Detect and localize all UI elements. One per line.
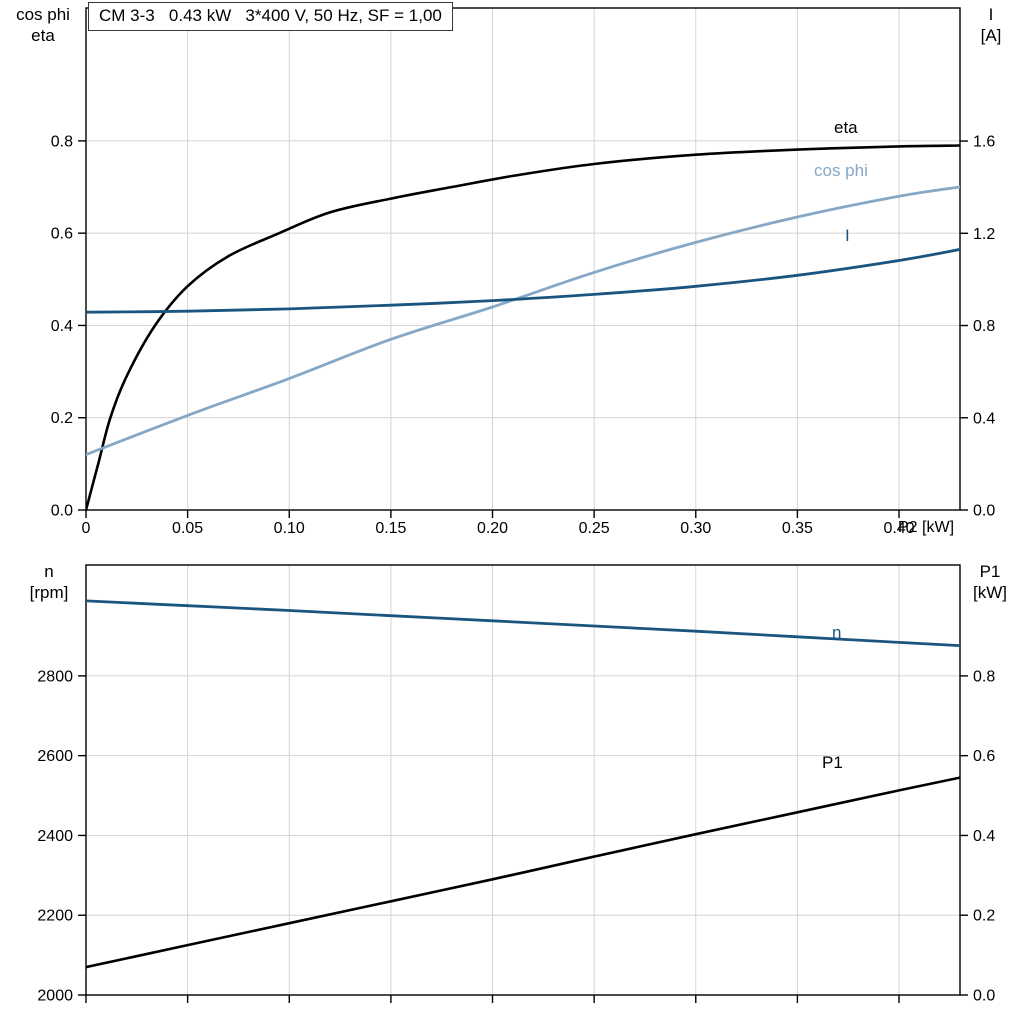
right-tick-label: 0.6 xyxy=(973,748,995,765)
curve-cos-phi xyxy=(86,185,960,456)
right-tick-label: 0.4 xyxy=(973,410,995,427)
curve-current xyxy=(86,248,960,314)
right-tick-label: 0.8 xyxy=(973,318,995,335)
left-tick-label: 0.6 xyxy=(51,226,73,243)
x-tick-label: 0.35 xyxy=(782,520,813,537)
curve-label-cos-phi: cos phi xyxy=(814,161,868,180)
curve-p1 xyxy=(86,776,960,969)
left-axis-title-line2: eta xyxy=(31,26,55,45)
x-tick-label: 0.10 xyxy=(274,520,305,537)
curve-speed xyxy=(86,599,960,647)
right-tick-label: 0.2 xyxy=(973,908,995,925)
right-tick-label: 0.4 xyxy=(973,828,995,845)
top-chart-right-axis-title: I [A] xyxy=(964,4,1018,46)
bottom-chart-right-axis-title: P1 [kW] xyxy=(960,561,1020,603)
speed-axis-title-line2: [rpm] xyxy=(29,583,69,602)
x-tick-label: 0.40 xyxy=(883,520,914,537)
right-tick-label: 0.8 xyxy=(973,668,995,685)
right-axis-title-line2: [A] xyxy=(980,26,1002,45)
curve-eta xyxy=(86,144,960,512)
left-tick-label: 2400 xyxy=(37,828,73,845)
x-axis-label: P2 [kW] xyxy=(898,519,955,536)
right-axis-title-line1: I xyxy=(988,5,994,24)
bottom-chart-left-axis-title: n [rpm] xyxy=(16,561,82,603)
p1-axis-title-line1: P1 xyxy=(979,562,1001,581)
left-tick-label: 2200 xyxy=(37,908,73,925)
left-tick-label: 0.4 xyxy=(51,318,73,335)
x-tick-label: 0.20 xyxy=(477,520,508,537)
x-tick-label: 0.05 xyxy=(172,520,203,537)
left-tick-label: 0.2 xyxy=(51,410,73,427)
left-tick-label: 0.8 xyxy=(51,133,73,150)
right-tick-label: 0.0 xyxy=(973,503,995,520)
p1-axis-title-line2: [kW] xyxy=(973,583,1007,602)
left-axis-title-line1: cos phi xyxy=(16,5,70,24)
curve-label-current: I xyxy=(845,226,850,245)
x-tick-label: 0.15 xyxy=(375,520,406,537)
x-tick-label: 0.25 xyxy=(579,520,610,537)
curve-label-p1: P1 xyxy=(822,753,843,772)
curve-label-speed: n xyxy=(832,623,842,642)
left-tick-label: 2000 xyxy=(37,988,73,1005)
left-tick-label: 2800 xyxy=(37,668,73,685)
right-tick-label: 0.0 xyxy=(973,988,995,1005)
right-tick-label: 1.2 xyxy=(973,226,995,243)
x-tick-label: 0 xyxy=(82,520,91,537)
chart-title-box: CM 3-3 0.43 kW 3*400 V, 50 Hz, SF = 1,00 xyxy=(88,2,453,31)
curve-label-eta: eta xyxy=(834,118,858,137)
x-tick-label: 0.30 xyxy=(680,520,711,537)
top-chart-left-axis-title: cos phi eta xyxy=(4,4,82,46)
plot-frame xyxy=(85,564,961,996)
left-tick-label: 0.0 xyxy=(51,503,73,520)
right-tick-label: 1.6 xyxy=(973,134,995,151)
plot-frame xyxy=(85,7,961,511)
speed-axis-title-line1: n xyxy=(44,562,54,581)
left-tick-label: 2600 xyxy=(37,748,73,765)
